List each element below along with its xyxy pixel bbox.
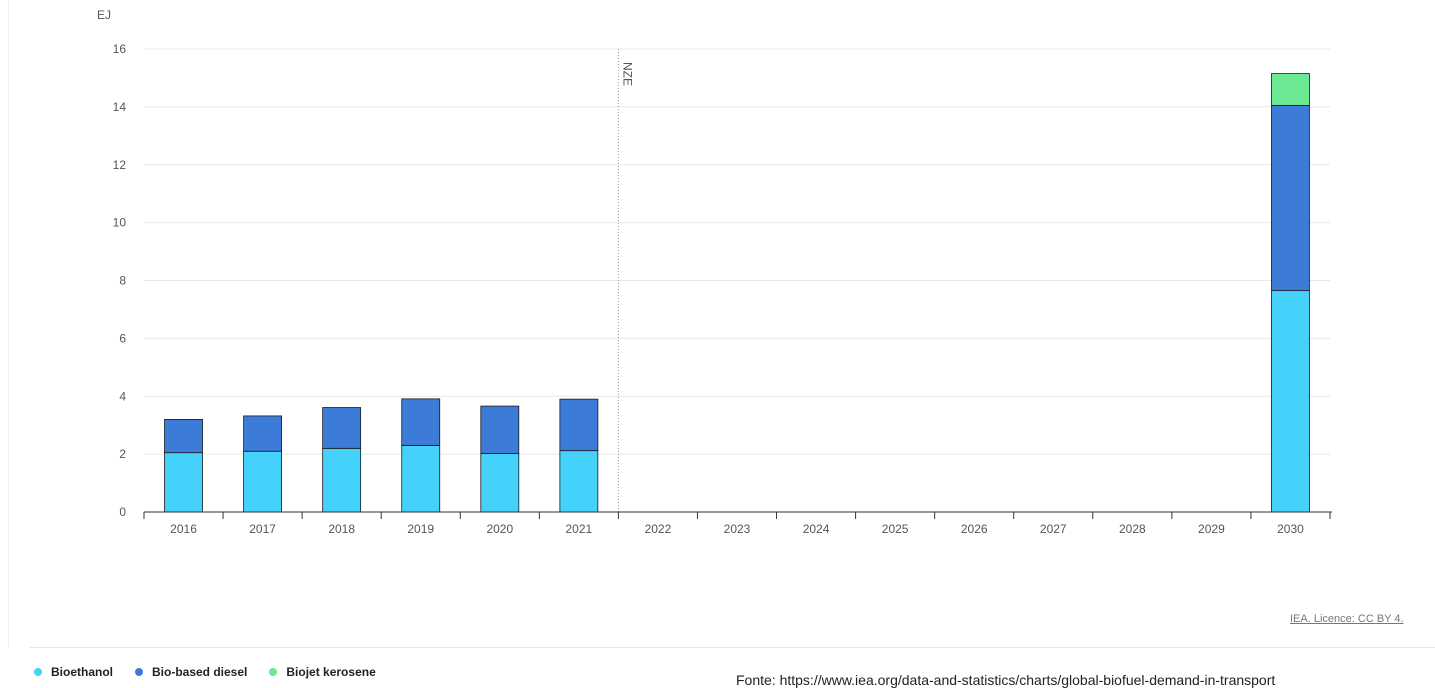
x-tick-label-2020: 2020 (486, 522, 513, 536)
x-tick-label-2018: 2018 (328, 522, 355, 536)
x-tick-label-2026: 2026 (961, 522, 988, 536)
bar-bio-based-diesel-2020 (480, 405, 520, 454)
bar-bioethanol-2018 (322, 447, 362, 513)
bar-bioethanol-2017 (243, 450, 283, 513)
axes: 0 2 4 6 8 10 12 14 16 NZE 2016 2017 2018 2019 2020 2021… (113, 42, 1332, 536)
x-tick-label-2016: 2016 (170, 522, 197, 536)
bar-bio-based-diesel-2019 (401, 398, 441, 446)
legend-label-bio-based-diesel: Bio-based diesel (152, 665, 248, 679)
x-tick-label-2022: 2022 (645, 522, 672, 536)
legend-label-biojet-kerosene: Biojet kerosene (286, 665, 376, 679)
licence-link[interactable]: IEA. Licence: CC BY 4. (1290, 613, 1404, 625)
bar-bioethanol-2019 (401, 445, 441, 513)
bar-biojet-kerosene-2030 (1271, 73, 1310, 106)
y-tick-label-16: 16 (113, 42, 127, 56)
bar-bio-based-diesel-2030 (1271, 105, 1310, 292)
stacked-bar-chart: 0 2 4 6 8 10 12 14 16 NZE 2016 2017 2018 2019 2020 2021… (97, 8, 1332, 536)
x-tick-label-2030: 2030 (1277, 522, 1304, 536)
bar-bioethanol-2021 (559, 450, 599, 513)
y-tick-label-8: 8 (119, 274, 126, 288)
y-tick-label-14: 14 (113, 100, 127, 114)
x-tick-label-2023: 2023 (724, 522, 751, 536)
divider (30, 647, 1435, 648)
y-tick-label-12: 12 (113, 158, 127, 172)
bar-bioethanol-2016 (164, 452, 203, 513)
x-tick-label-2021: 2021 (566, 522, 593, 536)
x-tick-label-2029: 2029 (1198, 522, 1225, 536)
bar-bio-based-diesel-2021 (559, 398, 599, 452)
legend-item-bioethanol[interactable]: Bioethanol (34, 665, 113, 679)
bars (164, 73, 1310, 513)
y-tick-label-2: 2 (119, 447, 126, 461)
y-tick-label-4: 4 (119, 389, 126, 403)
y-tick-label-0: 0 (119, 505, 126, 519)
legend: Bioethanol Bio-based diesel Biojet keros… (34, 665, 376, 679)
legend-item-biojet-kerosene[interactable]: Biojet kerosene (269, 665, 376, 679)
bar-bioethanol-2030 (1271, 290, 1310, 513)
legend-item-bio-based-diesel[interactable]: Bio-based diesel (135, 665, 247, 679)
left-border (8, 0, 9, 648)
x-tick-label-2017: 2017 (249, 522, 276, 536)
bar-bio-based-diesel-2017 (243, 415, 283, 452)
legend-dot-biojet-kerosene (269, 668, 278, 676)
x-tick-label-2028: 2028 (1119, 522, 1146, 536)
x-tick-label-2019: 2019 (407, 522, 434, 536)
x-tick-label-2024: 2024 (803, 522, 830, 536)
nze-label: NZE (620, 62, 634, 86)
legend-label-bioethanol: Bioethanol (51, 665, 113, 679)
bar-bio-based-diesel-2016 (164, 418, 203, 454)
x-tick-label-2027: 2027 (1040, 522, 1067, 536)
legend-dot-bioethanol (34, 668, 42, 676)
y-tick-label-10: 10 (113, 216, 127, 230)
bar-bioethanol-2020 (480, 453, 520, 513)
y-unit-label: EJ (97, 8, 111, 22)
x-tick-label-2025: 2025 (882, 522, 909, 536)
source-text: Fonte: https://www.iea.org/data-and-stat… (736, 672, 1276, 688)
y-tick-label-6: 6 (119, 331, 126, 345)
gridlines (144, 48, 1330, 455)
bar-bio-based-diesel-2018 (322, 407, 362, 449)
legend-dot-bio-based-diesel (135, 668, 143, 676)
